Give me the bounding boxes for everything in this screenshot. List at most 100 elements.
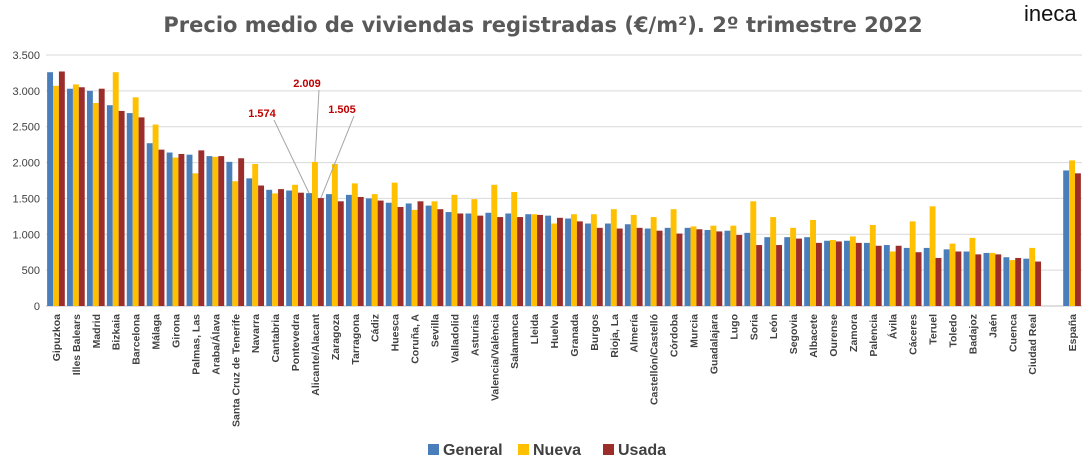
bar-nueva [371,194,378,306]
bar-nueva [590,214,597,306]
legend-swatch [428,444,439,455]
bar-usada [98,88,105,307]
x-tick-label: Granada [569,314,581,357]
bar-nueva [92,103,99,306]
bar-usada [716,231,723,306]
bar-general [266,189,273,306]
bar-general [67,88,73,307]
legend-label: Nueva [533,442,581,459]
x-tick-label: Bizkaia [111,314,123,350]
x-tick-label: Huesca [390,314,402,352]
x-tick-label: Guadalajara [708,314,720,374]
bar-usada [995,254,1002,306]
x-axis-ticks: Gipuzkoa Illes Balears Madrid Bizkaia Barcel… [51,314,1079,427]
bar-usada [278,189,284,306]
x-tick-label: Zamora [848,314,860,352]
bar-nueva [1009,260,1016,306]
bar-general [604,223,611,306]
x-tick-label: Salamanca [509,314,521,369]
x-tick-label: Palencia [868,314,880,357]
x-tick-label: Valladolid [449,314,461,363]
bar-usada [337,201,344,306]
bar-general [186,154,193,306]
bar-usada [616,228,623,306]
x-tick-label: Lugo [728,314,740,340]
bar-nueva [232,181,239,306]
bar-nueva [212,156,219,306]
bar-nueva [750,201,757,306]
x-tick-label: Asturias [469,314,481,356]
annotation-leader [314,89,320,162]
x-tick-label: Teruel [928,314,940,345]
bar-usada [915,252,922,306]
bar-nueva [53,85,59,306]
bar-usada [1035,261,1042,306]
x-tick-label: Navarra [250,314,262,353]
bar-usada [317,198,324,306]
x-tick-label: Barcelona [131,314,143,365]
x-tick-label: Tarragona [350,314,362,365]
bar-nueva [949,243,956,306]
bar-general [485,212,492,306]
bar-nueva [1029,247,1036,306]
x-tick-label: Illes Balears [71,314,83,375]
bar-nueva [252,164,259,306]
bar-usada [118,110,125,306]
bar-general [405,203,412,306]
bar-nueva [431,201,438,306]
bar-usada [78,87,85,307]
bar-general [286,190,293,306]
bar-nueva [471,199,478,306]
bar-general [1023,258,1030,306]
bar-nueva [491,184,498,306]
bar-general [126,113,133,306]
bar-usada [796,238,802,306]
bar-usada [576,221,583,306]
bar-nueva [112,72,119,307]
annotation-label: 2.009 [293,78,321,90]
bar-general [724,230,731,306]
x-tick-label: Lleida [529,314,541,345]
x-tick-label: León [768,314,780,339]
bar-nueva [710,225,717,306]
bar-general [106,105,113,306]
bar-general [824,240,831,306]
bar-general [445,212,452,306]
x-tick-label: Zaragoza [330,314,342,360]
x-tick-label: Toledo [948,314,960,348]
bar-nueva [969,237,976,306]
x-tick-label: Girona [171,314,183,348]
bar-nueva [312,161,318,306]
bar-general [883,245,890,306]
bar-usada [696,229,703,306]
bar-nueva [72,84,79,307]
bar-general [345,194,352,306]
x-tick-label: Jaén [987,314,999,338]
bar-general [146,143,153,306]
x-tick-label: Ourense [828,314,840,357]
bar-nueva [132,97,139,306]
bar-general [425,205,432,306]
x-tick-label: Santa Cruz de Tenerife [230,314,242,427]
bar-usada [776,245,783,306]
bar-usada [297,192,304,306]
bars [47,71,1081,307]
legend-swatch [518,444,529,455]
bar-usada [636,227,643,306]
bar-nueva [192,173,199,306]
bar-general [844,240,850,306]
bar-usada [238,158,245,306]
bar-general [784,237,791,306]
bar-nueva [929,206,936,306]
bar-usada [218,156,225,306]
bar-nueva [571,214,577,306]
bar-nueva [292,184,298,306]
bar-usada [855,242,862,306]
y-tick-label: 2.500 [12,122,40,134]
x-tick-label: Araba/Álava [209,314,222,375]
bar-usada [457,213,464,306]
bar-general [624,224,631,306]
y-tick-label: 1.500 [12,193,40,205]
bar-nueva [152,124,159,306]
